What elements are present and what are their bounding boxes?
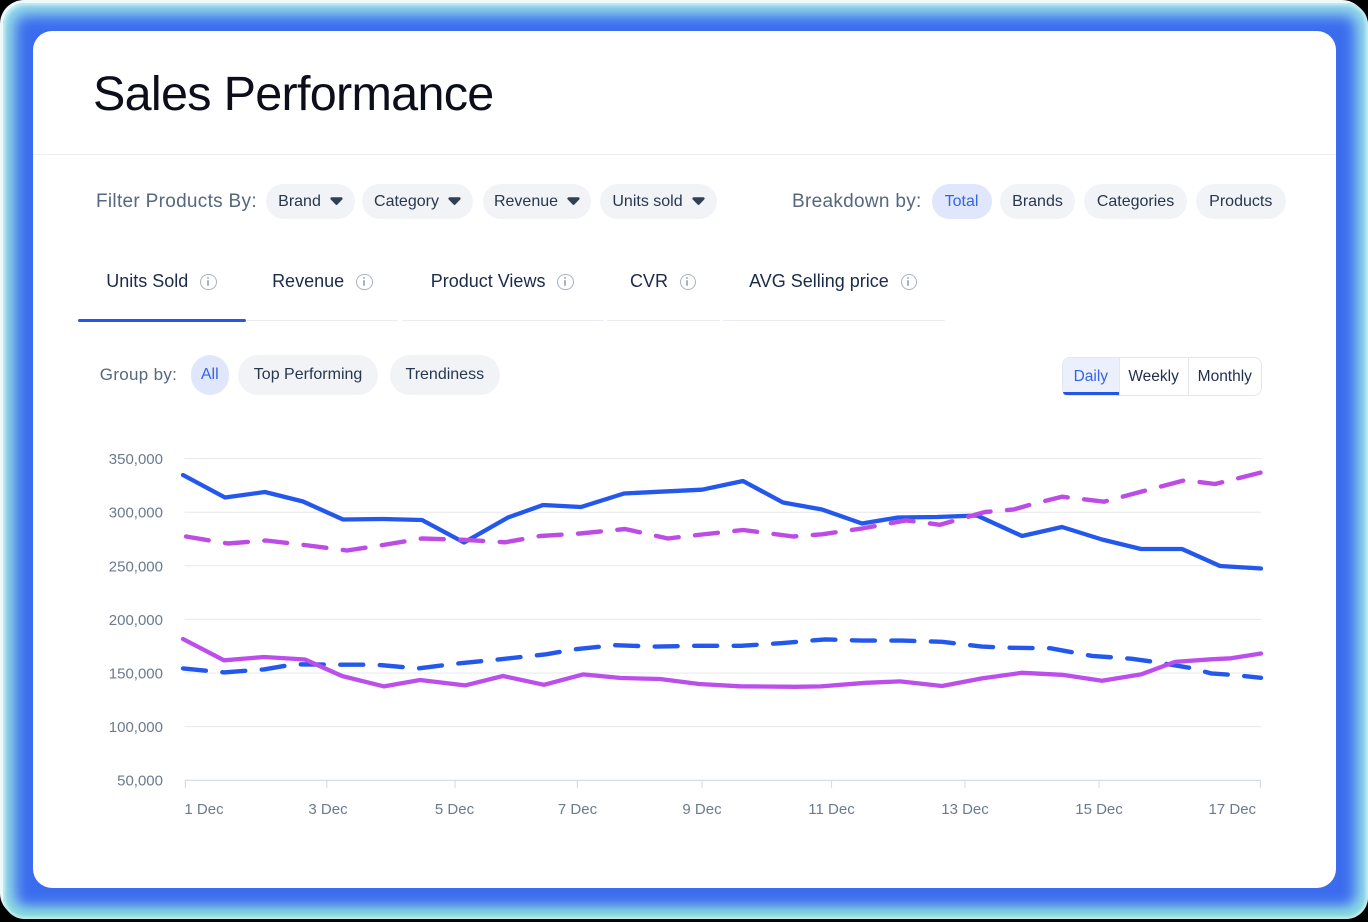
svg-text:11 Dec: 11 Dec [808, 801, 855, 818]
svg-text:350,000: 350,000 [109, 451, 163, 468]
svg-text:250,000: 250,000 [109, 558, 163, 575]
svg-text:13 Dec: 13 Dec [941, 801, 989, 818]
svg-text:3 Dec: 3 Dec [308, 801, 348, 818]
svg-text:300,000: 300,000 [109, 505, 163, 522]
svg-text:5 Dec: 5 Dec [435, 801, 475, 818]
svg-text:200,000: 200,000 [109, 612, 163, 629]
svg-text:7 Dec: 7 Dec [558, 801, 598, 818]
svg-text:15 Dec: 15 Dec [1075, 801, 1123, 818]
svg-text:17 Dec: 17 Dec [1209, 801, 1257, 818]
svg-text:9 Dec: 9 Dec [682, 801, 722, 818]
svg-text:150,000: 150,000 [109, 666, 163, 683]
svg-text:1 Dec: 1 Dec [184, 801, 224, 818]
svg-text:100,000: 100,000 [109, 719, 163, 736]
svg-text:50,000: 50,000 [117, 773, 163, 790]
